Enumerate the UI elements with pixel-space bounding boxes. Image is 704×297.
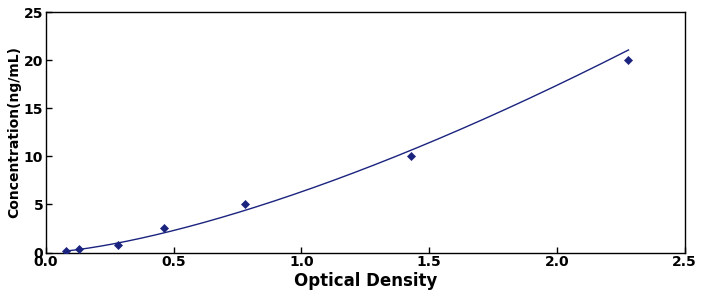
Y-axis label: Concentration(ng/mL): Concentration(ng/mL) [7,46,21,219]
X-axis label: Optical Density: Optical Density [294,272,437,290]
